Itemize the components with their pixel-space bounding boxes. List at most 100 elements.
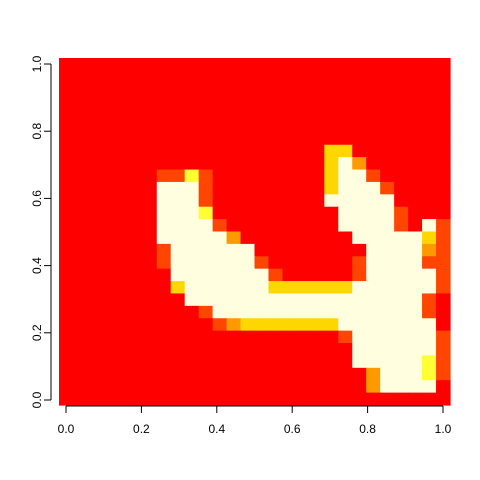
heatmap-cell [254, 157, 270, 171]
heatmap-cell [268, 318, 284, 332]
heatmap-cell [240, 219, 256, 233]
heatmap-cell [170, 58, 186, 71]
heatmap-cell [436, 169, 451, 183]
heatmap-cell [156, 293, 172, 307]
heatmap-cell [142, 380, 158, 394]
heatmap-cell [72, 219, 88, 233]
heatmap-cell [156, 107, 172, 121]
y-tick-label: 0.2 [30, 324, 44, 341]
heatmap-cell [226, 132, 242, 146]
heatmap-cell [310, 380, 325, 394]
heatmap-cell [408, 169, 423, 183]
heatmap-cell [114, 107, 130, 121]
heatmap-cell [366, 82, 381, 96]
heatmap-cell [352, 206, 367, 220]
heatmap-cell [324, 305, 339, 319]
heatmap-cell [184, 318, 200, 332]
heatmap-cell [338, 70, 353, 84]
heatmap-cell [59, 330, 74, 344]
heatmap-cell [142, 343, 158, 357]
heatmap-cell [142, 318, 158, 332]
heatmap-cell [282, 194, 297, 208]
heatmap-cell [254, 107, 270, 121]
heatmap-cell [296, 355, 311, 369]
heatmap-cell [226, 268, 242, 282]
heatmap-cell [156, 70, 172, 84]
heatmap-cell [114, 330, 130, 344]
heatmap-cell [142, 256, 158, 270]
heatmap-cell [198, 256, 214, 270]
heatmap-cell [422, 380, 437, 394]
heatmap-cell [352, 107, 367, 121]
heatmap-cell [422, 144, 437, 158]
heatmap-cell [436, 144, 451, 158]
heatmap-cell [324, 343, 339, 357]
heatmap-cell [198, 119, 214, 133]
heatmap-cell [240, 355, 256, 369]
heatmap-cell [184, 181, 200, 195]
heatmap-cell [128, 219, 144, 233]
heatmap-cell [338, 293, 353, 307]
heatmap-cell [198, 219, 214, 233]
heatmap-cell [100, 157, 116, 171]
heatmap-cell [422, 169, 437, 183]
heatmap-cell [310, 95, 325, 109]
heatmap-cell [338, 82, 353, 96]
heatmap-cell [86, 243, 102, 257]
heatmap-cell [114, 194, 130, 208]
heatmap-cell [282, 132, 297, 146]
heatmap-cell [156, 243, 172, 257]
heatmap-cell [86, 392, 102, 406]
heatmap-cell [436, 268, 451, 282]
heatmap-cell [156, 268, 172, 282]
heatmap-cell [114, 293, 130, 307]
heatmap-cell [226, 157, 242, 171]
heatmap-cell [394, 119, 409, 133]
heatmap-cell [352, 219, 367, 233]
heatmap-cell [296, 132, 311, 146]
heatmap-cell [142, 157, 158, 171]
heatmap-cell [268, 330, 284, 344]
heatmap-cell [282, 107, 297, 121]
heatmap-cell [394, 219, 409, 233]
heatmap-cell [114, 169, 130, 183]
heatmap-cell [254, 367, 270, 381]
heatmap-cell [212, 206, 228, 220]
heatmap-cell [184, 169, 200, 183]
heatmap-cell [72, 181, 88, 195]
heatmap-cell [282, 367, 297, 381]
heatmap-cell [156, 206, 172, 220]
heatmap-cell [59, 219, 74, 233]
heatmap-cell [310, 194, 325, 208]
heatmap-cell [324, 132, 339, 146]
heatmap-cell [394, 144, 409, 158]
heatmap-cell [198, 343, 214, 357]
heatmap-cell [184, 95, 200, 109]
heatmap-cell [128, 293, 144, 307]
heatmap-cell [198, 157, 214, 171]
heatmap-cell [310, 107, 325, 121]
heatmap-cell [338, 243, 353, 257]
heatmap-cell [380, 132, 395, 146]
heatmap-cell [72, 206, 88, 220]
heatmap-cell [100, 318, 116, 332]
heatmap-cell [338, 144, 353, 158]
heatmap-cell [212, 392, 228, 406]
heatmap-cell [170, 281, 186, 295]
heatmap-cell [240, 206, 256, 220]
heatmap-cell [282, 95, 297, 109]
heatmap-cell [380, 119, 395, 133]
heatmap-cell [142, 107, 158, 121]
heatmap-cell [142, 392, 158, 406]
heatmap-cell [296, 169, 311, 183]
heatmap-cell [184, 367, 200, 381]
heatmap-cell [268, 281, 284, 295]
heatmap-cell [408, 355, 423, 369]
heatmap-cell [114, 318, 130, 332]
heatmap-cell [366, 268, 381, 282]
heatmap-cell [422, 293, 437, 307]
heatmap-cell [380, 243, 395, 257]
heatmap-cell [408, 219, 423, 233]
heatmap-cell [324, 82, 339, 96]
heatmap-cell [380, 318, 395, 332]
